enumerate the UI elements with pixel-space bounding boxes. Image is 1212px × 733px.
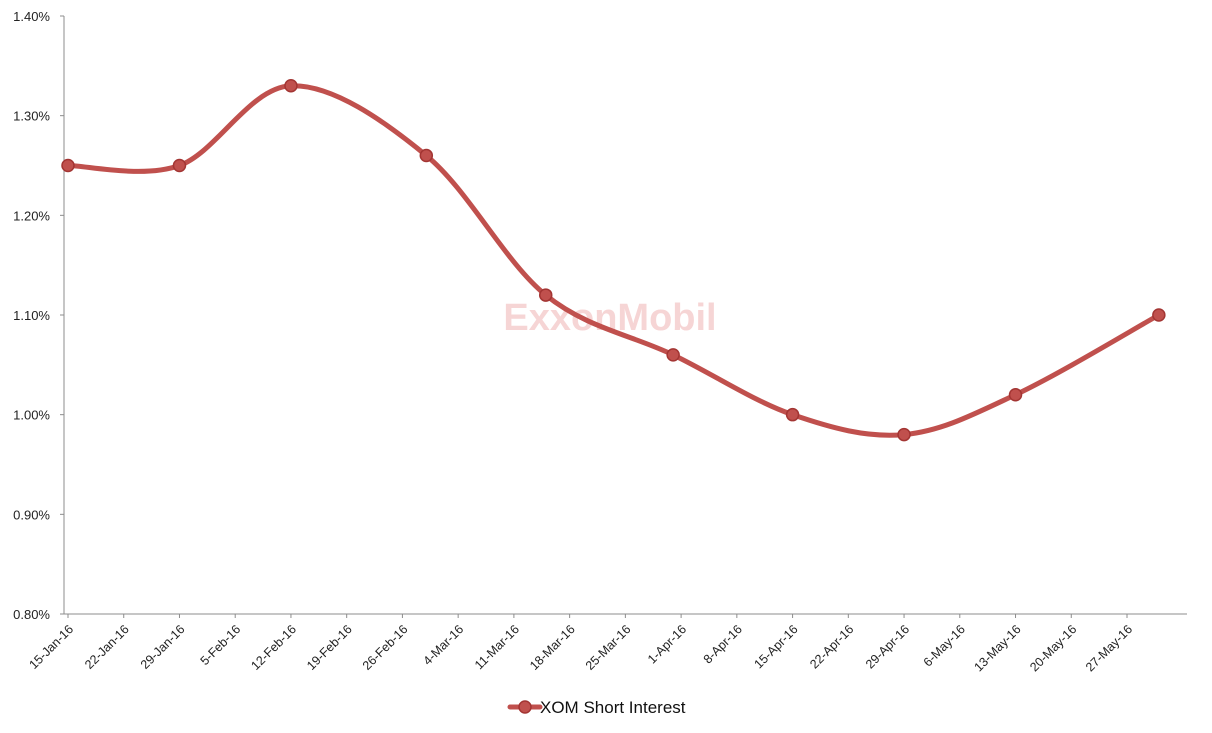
data-point: [61, 158, 75, 173]
x-tick-label: 18-Mar-16: [527, 622, 578, 673]
data-point: [666, 348, 680, 362]
legend: XOM Short Interest: [507, 698, 686, 717]
legend-label: XOM Short Interest: [540, 698, 686, 717]
legend-marker: [518, 700, 532, 714]
data-point: [284, 79, 298, 93]
x-tick-label: 11-Mar-16: [472, 622, 522, 672]
data-point: [419, 148, 434, 163]
y-tick-label: 1.00%: [13, 408, 50, 423]
x-tick-label: 6-May-16: [921, 622, 968, 669]
x-tick-label: 15-Apr-16: [751, 622, 800, 671]
data-point: [897, 427, 911, 442]
x-axis-ticks: 15-Jan-16 22-Jan-16 29-Jan-16 5-Feb-16 12-Fe…: [26, 614, 1135, 674]
series-line: [65, 83, 1162, 438]
x-tick-label: 13-May-16: [971, 622, 1023, 674]
x-tick-label: 22-Apr-16: [807, 622, 856, 671]
y-tick-label: 1.20%: [13, 208, 50, 223]
x-tick-label: 26-Feb-16: [360, 622, 411, 673]
data-point: [538, 288, 553, 302]
x-tick-label: 19-Feb-16: [304, 622, 355, 673]
data-point: [1152, 308, 1166, 322]
x-tick-label: 4-Mar-16: [421, 622, 467, 668]
x-tick-label: 22-Jan-16: [82, 622, 132, 672]
x-tick-label: 8-Apr-16: [701, 622, 745, 666]
x-tick-label: 12-Feb-16: [248, 622, 299, 673]
y-tick-label: 1.10%: [13, 308, 50, 323]
y-tick-label: 0.80%: [13, 607, 50, 622]
y-tick-label: 1.30%: [13, 109, 50, 124]
x-tick-label: 29-Jan-16: [138, 622, 188, 672]
series-layer: [61, 79, 1166, 442]
x-tick-label: 27-May-16: [1083, 622, 1135, 674]
data-point: [785, 407, 800, 422]
data-point: [172, 158, 187, 173]
x-tick-label: 5-Feb-16: [198, 622, 244, 668]
y-axis-ticks: 0.80% 0.90% 1.00% 1.10% 1.20% 1.30% 1.40%: [13, 9, 64, 622]
y-tick-label: 1.40%: [13, 9, 50, 24]
y-tick-label: 0.90%: [13, 507, 50, 522]
x-tick-label: 25-Mar-16: [583, 622, 634, 673]
x-tick-label: 1-Apr-16: [645, 622, 689, 666]
data-point: [1008, 387, 1023, 402]
x-tick-label: 20-May-16: [1027, 622, 1079, 674]
x-tick-label: 29-Apr-16: [863, 622, 912, 671]
x-tick-label: 15-Jan-16: [26, 622, 76, 672]
